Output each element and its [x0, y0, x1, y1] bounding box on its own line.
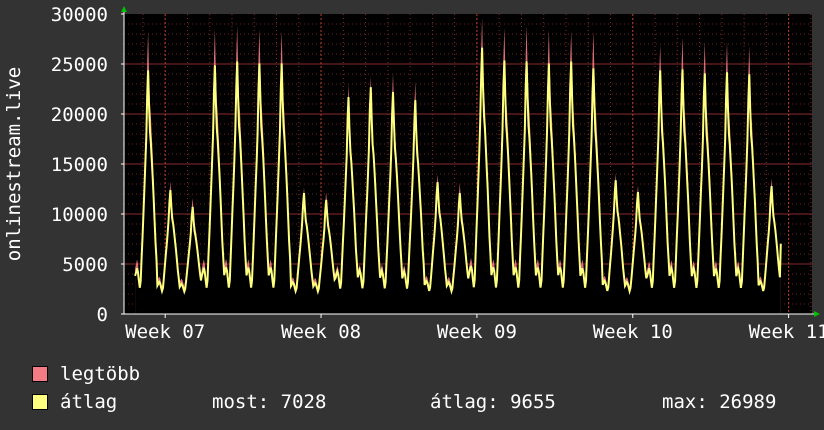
legend-item-avg: átlag [32, 391, 117, 413]
series-avg-mask [135, 47, 781, 314]
legend-label-avg: átlag [60, 391, 118, 413]
series-layer [134, 17, 782, 315]
y-tick-label: 5000 [62, 254, 108, 276]
series-avg-line [134, 47, 782, 296]
y-axis-arrow [121, 6, 127, 12]
x-tick-label: Week 09 [437, 321, 517, 343]
stat-average: átlag: 9655 [430, 391, 556, 413]
legend-label-max: legtöbb [60, 363, 141, 385]
legend-swatch-avg [32, 394, 48, 410]
y-tick-label: 20000 [51, 104, 108, 126]
tick-labels: 0 5000 10000 15000 20000 25000 30000 Week 07 Wee… [51, 4, 824, 343]
y-tick-label: 0 [97, 304, 108, 326]
y-tick-label: 25000 [51, 54, 108, 76]
y-tick-label: 15000 [51, 154, 108, 176]
x-axis-arrow [814, 311, 820, 317]
y-tick-label: 30000 [51, 4, 108, 26]
x-tick-label: Week 07 [125, 321, 205, 343]
x-tick-label: Week 08 [281, 321, 361, 343]
legend-item-max: legtöbb [32, 363, 140, 385]
x-tick-label: Week 11 [749, 321, 824, 343]
y-axis-label: onlinestream.live [3, 67, 25, 261]
axes [121, 6, 820, 318]
x-tick-label: Week 10 [593, 321, 673, 343]
stat-now: most: 7028 [212, 391, 327, 413]
y-tick-label: 10000 [51, 204, 108, 226]
traffic-chart: 0 5000 10000 15000 20000 25000 30000 Week 07 Wee… [3, 4, 824, 343]
legend-swatch-max [32, 366, 48, 382]
stat-maximum: max: 26989 [662, 391, 777, 413]
